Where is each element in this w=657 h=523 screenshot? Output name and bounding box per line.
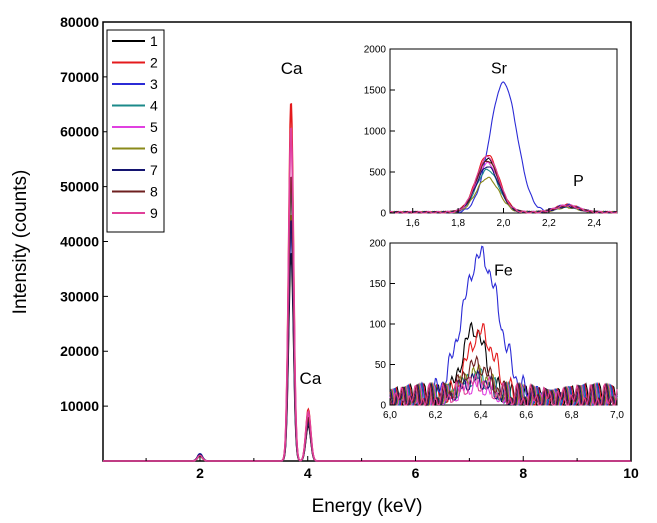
inset-sr-peak-label: Sr	[491, 61, 508, 78]
legend-label-5: 5	[150, 119, 158, 135]
main-peak-labels: Ca Ca	[281, 59, 322, 388]
inset-sr-x-tick-label: 1,8	[451, 218, 465, 229]
legend-label-1: 1	[150, 33, 158, 49]
legend-label-8: 8	[150, 184, 158, 200]
legend-label-9: 9	[150, 205, 158, 221]
y-axis-label: Intensity (counts)	[10, 170, 31, 315]
main-y-tick-label: 50000	[60, 179, 99, 195]
inset-fe-plot: 6,0 6,2 6,4 6,6 6,8 7,0 0 50 100 150 200 Fe	[369, 239, 624, 422]
inset-fe-x-tick-label: 6,0	[383, 410, 397, 421]
inset-fe-frame	[389, 242, 618, 406]
main-x-tick-label: 10	[623, 465, 639, 481]
legend-label-6: 6	[150, 141, 158, 157]
main-y-tick-label: 10000	[60, 398, 99, 414]
inset-fe-x-tick-label: 6,4	[474, 410, 488, 421]
main-plot: 2 4 6 8 101000020000300004000050000600007000…	[10, 14, 639, 517]
legend-box	[106, 29, 165, 233]
main-y-tick-label: 30000	[60, 288, 99, 304]
inset-sr-x-tick-label: 2,0	[497, 218, 511, 229]
inset-sr-series-line-9	[389, 155, 618, 214]
main-peak-label: Ca	[281, 59, 303, 78]
inset-sr-peak-label: P	[573, 173, 584, 190]
inset-sr-plot: 1,6 1,8 2,0 2,2 2,4 0 500 1000 1500 2000 Sr P	[364, 45, 618, 230]
inset-fe-y-tick-label: 50	[375, 360, 387, 371]
legend-label-3: 3	[150, 76, 158, 92]
inset-fe-y-tick-label: 0	[380, 401, 386, 412]
inset-fe-y-tick-label: 150	[369, 279, 386, 290]
main-x-tick-label: 4	[304, 465, 312, 481]
inset-fe-y-tick-label: 100	[369, 320, 386, 331]
legend-label-7: 7	[150, 162, 158, 178]
inset-sr-x-tick-label: 1,6	[406, 218, 420, 229]
inset-fe-x-tick-label: 6,8	[565, 410, 579, 421]
inset-fe-peak-labels: Fe	[494, 262, 513, 279]
inset-fe-series-line-8	[389, 354, 618, 407]
inset-sr-series-group	[389, 81, 618, 214]
main-series-line-9	[103, 127, 631, 462]
main-series-group	[103, 103, 631, 462]
main-axes: 2 4 6 8 101000020000300004000050000600007000…	[60, 14, 639, 481]
x-axis-label: Energy (keV)	[312, 496, 423, 517]
inset-fe-series-line-7	[389, 369, 617, 407]
inset-fe-peak-label: Fe	[494, 262, 513, 279]
main-y-tick-label: 40000	[60, 233, 99, 249]
inset-sr-axes: 1,6 1,8 2,0 2,2 2,4 0 500 1000 1500 2000	[364, 45, 602, 230]
inset-sr-y-tick-label: 500	[369, 168, 386, 179]
inset-sr-series-line-7	[390, 166, 618, 214]
inset-fe-series-line-9	[389, 373, 618, 407]
inset-sr-x-tick-label: 2,4	[587, 218, 601, 229]
legend: 1 2 3 4 5 6 7 8 9	[106, 29, 165, 233]
inset-fe-x-tick-label: 6,2	[428, 410, 442, 421]
main-y-tick-label: 20000	[60, 343, 99, 359]
main-x-tick-label: 2	[196, 465, 204, 481]
inset-fe-x-tick-label: 7,0	[610, 410, 624, 421]
main-y-tick-label: 70000	[60, 69, 99, 85]
main-y-tick-label: 80000	[60, 14, 99, 30]
main-peak-label: Ca	[300, 369, 322, 388]
inset-sr-x-tick-label: 2,2	[542, 218, 556, 229]
inset-fe-y-tick-label: 200	[369, 239, 386, 250]
inset-sr-y-tick-label: 1500	[364, 86, 387, 97]
inset-sr-peak-labels: Sr P	[491, 61, 584, 190]
inset-fe-x-tick-label: 6,6	[519, 410, 533, 421]
legend-label-2: 2	[150, 55, 158, 71]
inset-sr-frame	[389, 48, 618, 214]
inset-sr-y-tick-label: 2000	[364, 45, 387, 56]
inset-fe-series-group	[389, 245, 618, 407]
main-x-tick-label: 8	[519, 465, 527, 481]
main-x-tick-label: 6	[412, 465, 420, 481]
legend-label-4: 4	[150, 98, 158, 114]
main-y-tick-label: 60000	[60, 124, 99, 140]
inset-sr-y-tick-label: 1000	[364, 127, 387, 138]
inset-fe-axes: 6,0 6,2 6,4 6,6 6,8 7,0 0 50 100 150 200	[369, 239, 624, 422]
inset-sr-y-tick-label: 0	[380, 209, 386, 220]
